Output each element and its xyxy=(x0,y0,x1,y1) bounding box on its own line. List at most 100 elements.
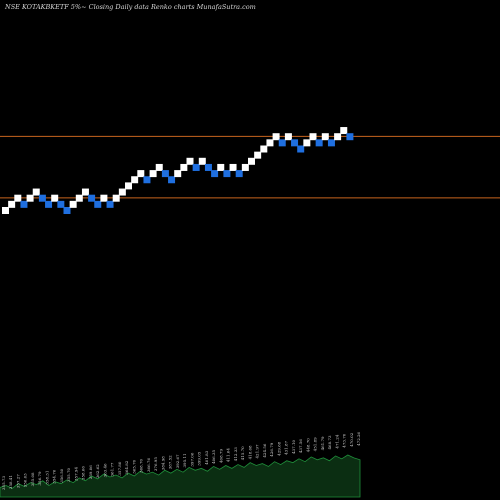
volume-label: 355.73 xyxy=(1,476,6,490)
renko-brick-down xyxy=(20,200,28,208)
renko-brick-up xyxy=(272,133,280,141)
renko-brick-up xyxy=(8,200,16,208)
renko-brick-down xyxy=(94,200,102,208)
renko-brick-down xyxy=(57,200,65,208)
volume-label: 395.11 xyxy=(182,454,187,468)
renko-brick-down xyxy=(278,139,286,147)
renko-brick-up xyxy=(155,163,163,171)
renko-brick-up xyxy=(284,133,292,141)
renko-brick-up xyxy=(26,194,34,202)
renko-brick-down xyxy=(63,207,71,214)
volume-label: 470.02 xyxy=(349,432,354,446)
renko-brick-up xyxy=(125,182,132,190)
volume-label: 473.70 xyxy=(342,433,347,447)
volume-label: 406.35 xyxy=(211,449,216,463)
volume-label: 408.79 xyxy=(218,449,223,463)
renko-brick-up xyxy=(112,194,120,202)
renko-brick-up xyxy=(32,188,40,196)
renko-brick-down xyxy=(161,170,169,178)
volume-label: 451.89 xyxy=(313,437,318,451)
volume-label: 356.63 xyxy=(23,473,28,487)
renko-brick-up xyxy=(118,188,126,196)
renko-brick-down xyxy=(235,170,243,178)
volume-label: 364.82 xyxy=(124,460,129,474)
volume-label: 429.68 xyxy=(276,441,281,455)
volume-label: 376.95 xyxy=(153,457,158,471)
volume-label: 412.33 xyxy=(233,447,238,461)
volume-label: 424.56 xyxy=(262,443,267,457)
volume-label: 397.06 xyxy=(189,452,194,466)
volume-label: 355.08 xyxy=(30,472,35,486)
renko-brick-up xyxy=(217,163,225,171)
renko-brick-up xyxy=(149,170,157,178)
renko-brick-up xyxy=(334,133,342,141)
renko-brick-up xyxy=(260,145,268,153)
volume-label: 358.31 xyxy=(44,471,49,485)
renko-brick-up xyxy=(100,194,108,202)
renko-brick-up xyxy=(186,157,194,165)
volume-label: 356.50 xyxy=(59,468,64,482)
renko-brick-down xyxy=(346,133,354,141)
renko-brick-up xyxy=(266,139,274,147)
volume-label: 471.24 xyxy=(334,434,339,448)
renko-brick-up xyxy=(180,163,188,171)
renko-brick-up xyxy=(309,133,317,141)
renko-brick-up xyxy=(241,163,249,171)
renko-brick-up xyxy=(340,127,348,135)
volume-label: 362.62 xyxy=(95,464,100,478)
volume-label: 358.41 xyxy=(8,475,13,489)
volume-label: 431.87 xyxy=(284,440,289,454)
volume-label: 399.05 xyxy=(197,451,202,465)
volume-label: 365.70 xyxy=(131,459,136,473)
volume-label: 411.64 xyxy=(226,448,231,462)
renko-brick-up xyxy=(81,188,89,196)
renko-brick-down xyxy=(297,145,305,153)
volume-area xyxy=(0,454,361,498)
renko-brick-up xyxy=(51,194,59,202)
volume-label: 468.73 xyxy=(327,435,332,449)
renko-brick-up xyxy=(198,157,206,165)
renko-brick-down xyxy=(315,139,323,147)
volume-label: 355.70 xyxy=(66,467,71,481)
renko-brick-down xyxy=(168,176,176,184)
volume-label: 357.80 xyxy=(117,461,122,475)
renko-brick-down xyxy=(106,200,114,208)
renko-brick-down xyxy=(291,139,299,147)
volume-label: 426.79 xyxy=(269,442,274,456)
renko-brick-down xyxy=(204,163,212,171)
renko-brick-down xyxy=(143,176,151,184)
renko-brick-up xyxy=(75,194,83,202)
renko-brick-up xyxy=(2,207,9,214)
renko-brick-up xyxy=(248,157,255,165)
renko-brick-up xyxy=(174,170,182,178)
renko-brick-up xyxy=(131,176,139,184)
volume-label: 461.79 xyxy=(320,436,325,450)
renko-brick-up xyxy=(303,139,311,147)
volume-label: 437.56 xyxy=(298,439,303,453)
volume-label: 472.26 xyxy=(356,431,361,445)
renko-brick-down xyxy=(38,194,46,202)
renko-brick-up xyxy=(321,133,329,141)
renko-brick-down xyxy=(327,139,335,147)
volume-series xyxy=(0,454,361,498)
volume-label: 384.98 xyxy=(160,456,165,470)
renko-brick-down xyxy=(88,194,96,202)
volume-label: 437.10 xyxy=(291,440,296,454)
renko-brick-up xyxy=(69,200,77,208)
volume-label: 421.97 xyxy=(255,444,260,458)
volume-label: 368.70 xyxy=(139,458,144,472)
renko-brick-down xyxy=(192,163,200,171)
renko-bricks xyxy=(2,127,354,214)
renko-brick-up xyxy=(137,170,145,178)
volume-label: 401.83 xyxy=(204,450,209,464)
volume-label: 361.77 xyxy=(110,462,115,476)
volume-label: 366.76 xyxy=(146,458,151,472)
volume-label: 357.27 xyxy=(15,474,20,488)
volume-label: 387.52 xyxy=(168,455,173,469)
volume-label: 415.70 xyxy=(240,446,245,460)
volume-label: 359.06 xyxy=(88,465,93,479)
renko-brick-up xyxy=(229,163,237,171)
volume-labels: 355.73 358.41 357.27 356.63 355.08 356.79 358.… xyxy=(1,431,361,490)
